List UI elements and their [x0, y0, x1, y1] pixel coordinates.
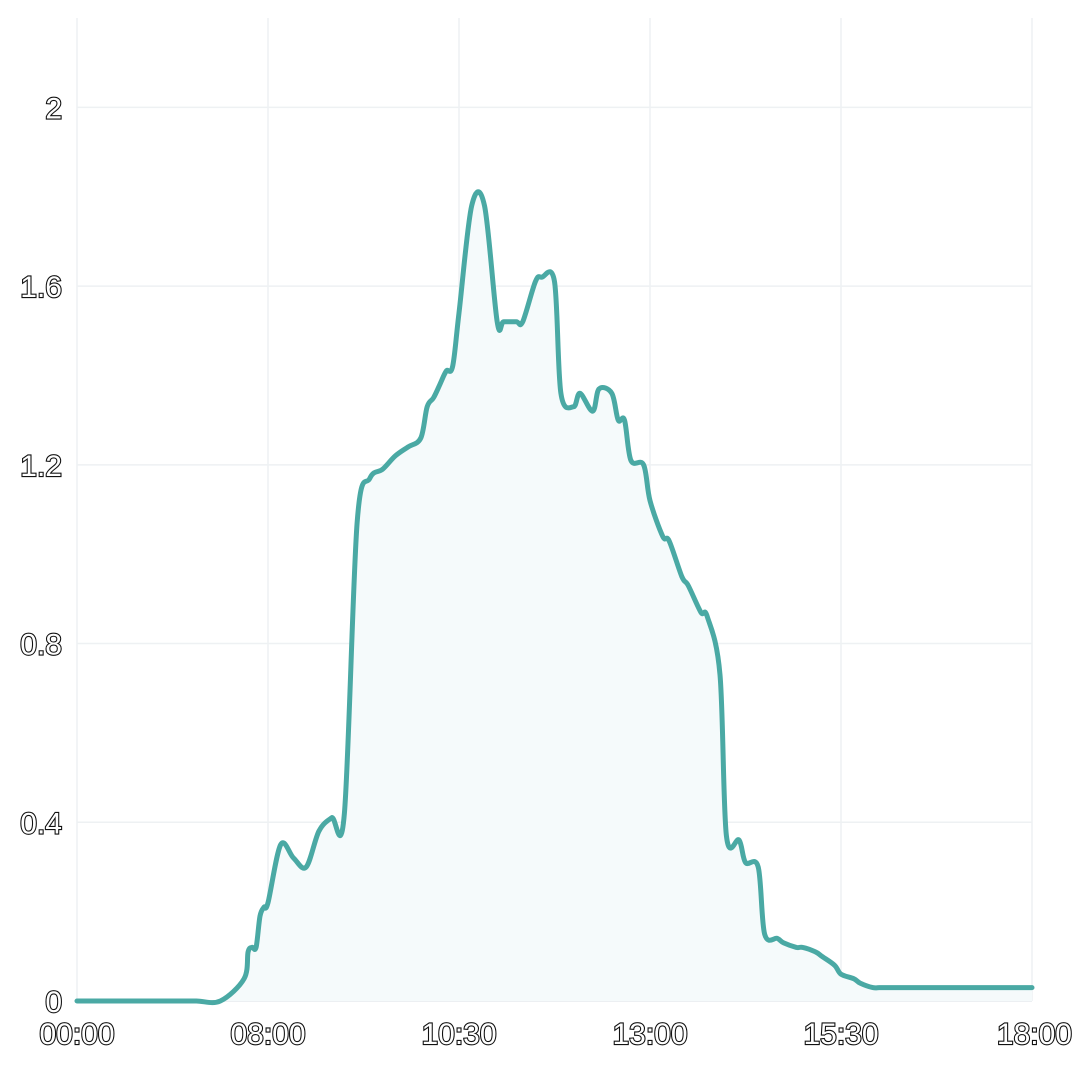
- x-tick-label: 10:30: [421, 1018, 496, 1051]
- series-line: [74, 189, 1035, 1006]
- x-tick-label: 08:00: [230, 1018, 305, 1051]
- y-tick-label: 0.4: [20, 807, 62, 840]
- x-tick-label: 15:30: [803, 1018, 878, 1051]
- x-tick-label: 18:00: [997, 1018, 1072, 1051]
- series-area-fill: [77, 191, 1032, 1003]
- y-tick-label: 1.2: [20, 450, 62, 483]
- y-tick-label: 2: [45, 92, 62, 125]
- x-tick-label: 00:00: [39, 1018, 114, 1051]
- y-tick-label: 0: [45, 986, 62, 1019]
- y-axis-tick-labels: 0 0.4 0.8 1.2 1.6 2: [19, 91, 63, 1020]
- y-tick-label: 1.6: [20, 271, 62, 304]
- x-tick-label: 13:00: [612, 1018, 687, 1051]
- y-tick-label: 0.8: [20, 629, 62, 662]
- x-axis-tick-labels: 00:00 08:00 10:30 13:00 15:30 18:00: [38, 1017, 1073, 1052]
